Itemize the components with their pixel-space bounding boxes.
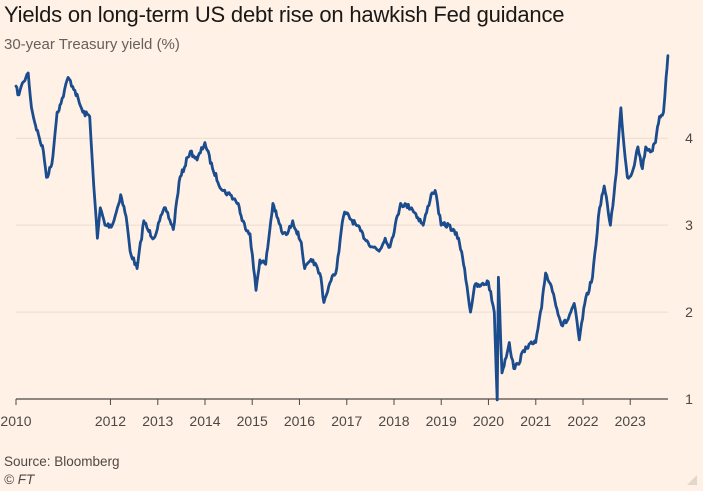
x-tick-label: 2020 [473, 413, 504, 429]
x-tick-label: 2016 [284, 413, 315, 429]
x-tick-label: 2022 [567, 413, 598, 429]
x-tick-label: 2010 [0, 413, 31, 429]
x-tick-label: 2017 [331, 413, 362, 429]
y-tick-label: 2 [685, 304, 693, 320]
chart-title: Yields on long-term US debt rise on hawk… [4, 2, 565, 27]
y-tick-label: 4 [685, 130, 693, 146]
ft-credit: © FT [4, 472, 35, 487]
x-tick-label: 2012 [95, 413, 126, 429]
y-tick-label: 1 [685, 391, 693, 407]
x-tick-label: 2015 [237, 413, 268, 429]
x-tick-label: 2018 [378, 413, 409, 429]
x-tick-label: 2023 [615, 413, 646, 429]
x-tick-label: 2021 [520, 413, 551, 429]
y-axis: 1 2 3 4 [685, 130, 693, 407]
source-note: Source: Bloomberg [4, 454, 120, 469]
x-axis: 2010 2012 2013 2014 2015 2016 2017 2018 2019 2020… [0, 398, 668, 429]
y-tick-label: 3 [685, 217, 693, 233]
x-tick-label: 2013 [142, 413, 173, 429]
resize-corner-icon [687, 475, 697, 485]
series-group [14, 54, 670, 402]
x-tick-label: 2014 [189, 413, 220, 429]
series-line-30y-yield [14, 54, 670, 402]
x-tick-label: 2019 [426, 413, 457, 429]
chart-subtitle: 30-year Treasury yield (%) [4, 36, 180, 53]
